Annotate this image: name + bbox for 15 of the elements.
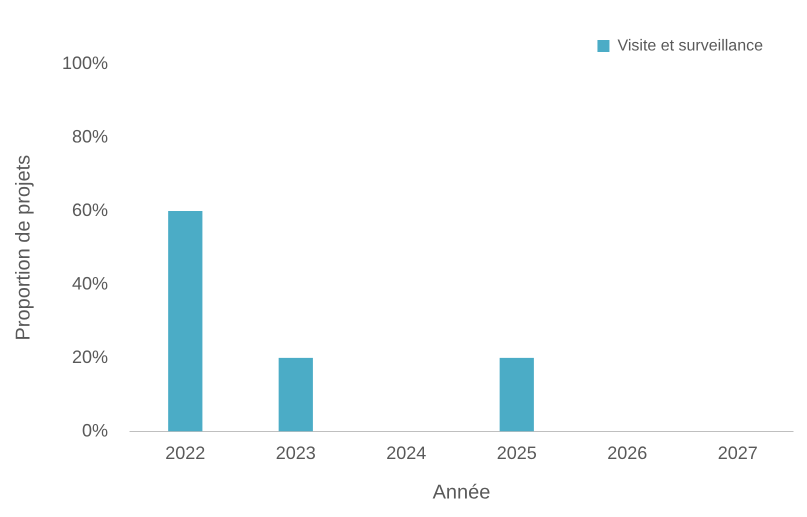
- y-tick-label: 20%: [72, 346, 108, 367]
- y-tick-label: 80%: [72, 126, 108, 146]
- legend-label: Visite et surveillance: [617, 37, 764, 54]
- x-tick-label: 2023: [276, 443, 316, 464]
- x-tick-label: 2026: [607, 443, 648, 464]
- x-axis-title: Année: [432, 482, 490, 504]
- y-tick-label: 0%: [82, 420, 108, 440]
- y-tick-label: 100%: [62, 52, 108, 73]
- x-tick-label: 2025: [496, 443, 537, 464]
- y-tick-label: 40%: [72, 273, 108, 294]
- x-tick-label: 2022: [165, 443, 206, 464]
- y-axis-title: Proportion de projets: [12, 154, 35, 341]
- y-tick-label: 60%: [72, 200, 108, 220]
- x-tick-label: 2027: [718, 443, 758, 464]
- x-tick-label: 2024: [386, 443, 426, 464]
